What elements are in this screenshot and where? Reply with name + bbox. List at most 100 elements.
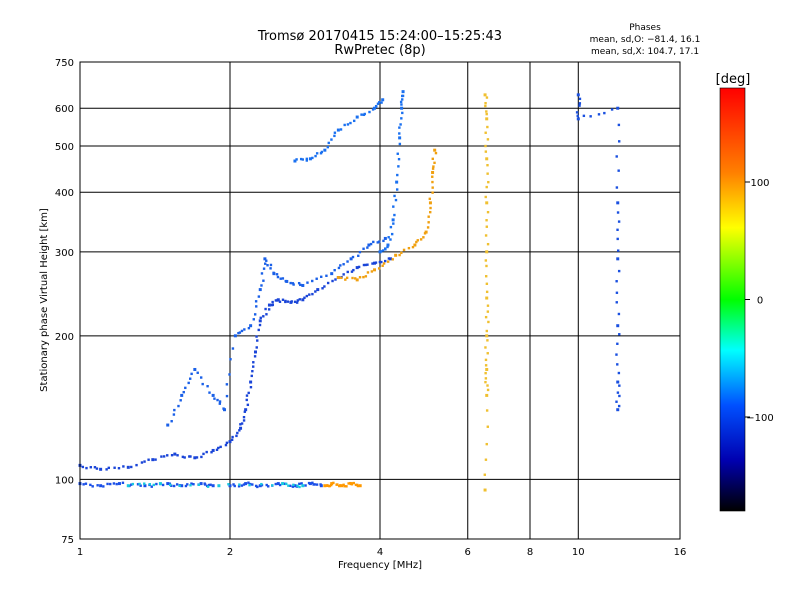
data-point — [428, 201, 432, 205]
data-point — [485, 264, 488, 268]
data-point — [333, 131, 337, 134]
data-point — [332, 481, 335, 485]
title-line1: Tromsø 20170415 15:24:00–15:25:43 — [257, 29, 502, 44]
data-point — [169, 483, 172, 487]
data-point — [366, 246, 369, 249]
data-point — [205, 450, 208, 454]
data-point — [486, 388, 490, 392]
data-point — [394, 198, 398, 202]
data-point — [431, 167, 435, 170]
data-point — [616, 211, 620, 214]
data-point — [379, 250, 383, 253]
data-point — [485, 296, 489, 300]
data-point — [223, 408, 227, 412]
data-point — [320, 275, 323, 278]
data-point — [190, 372, 193, 376]
series-o-mode-f2-trace — [378, 90, 405, 254]
data-point — [616, 408, 620, 412]
data-point — [308, 482, 312, 486]
colorbar-tick-label: 100 — [750, 178, 769, 189]
data-point — [311, 292, 314, 296]
data-point — [398, 126, 401, 129]
data-point — [207, 483, 211, 487]
data-point — [330, 482, 334, 486]
phases-header: Phases — [629, 23, 661, 33]
data-point — [615, 291, 619, 294]
data-point — [485, 409, 489, 412]
data-point — [382, 239, 385, 243]
data-point — [242, 419, 246, 422]
data-point — [486, 138, 490, 141]
data-point — [293, 300, 297, 304]
data-point — [323, 285, 326, 288]
data-point — [248, 483, 251, 487]
data-point — [258, 288, 262, 292]
data-point — [486, 172, 489, 175]
data-point — [192, 483, 195, 486]
data-point — [393, 213, 396, 217]
data-point — [82, 483, 85, 486]
data-point — [293, 159, 297, 163]
data-point — [113, 466, 116, 469]
data-point — [265, 259, 268, 262]
data-point — [216, 398, 219, 402]
series-interference-near-6-5-mhz — [483, 93, 490, 492]
data-point — [484, 358, 488, 362]
data-point — [252, 361, 255, 364]
data-point — [389, 257, 393, 261]
data-point — [377, 240, 381, 243]
colorbar-label: [deg] — [716, 72, 751, 87]
data-point — [257, 295, 261, 298]
data-point — [228, 373, 231, 376]
data-point — [486, 304, 490, 307]
data-point — [485, 282, 489, 285]
data-point — [376, 102, 380, 105]
data-point — [485, 96, 489, 99]
data-point — [267, 308, 271, 311]
data-point — [284, 299, 287, 303]
data-point — [239, 426, 243, 430]
data-point — [203, 483, 207, 486]
data-point — [201, 382, 204, 386]
data-point — [355, 266, 359, 270]
data-point — [617, 312, 621, 316]
data-point — [357, 265, 361, 269]
data-point — [107, 466, 111, 470]
data-point — [484, 104, 487, 108]
data-point — [575, 111, 579, 114]
data-point — [93, 466, 97, 469]
colorbar-tick-label: 0 — [757, 296, 763, 307]
data-point — [358, 276, 362, 279]
data-point — [170, 453, 174, 457]
colorbar-ticks: 100 0 −100 — [745, 178, 774, 424]
data-point — [269, 267, 272, 270]
data-point — [109, 482, 112, 486]
data-point — [206, 385, 209, 388]
data-point — [301, 283, 305, 287]
data-point — [231, 347, 235, 350]
x-tick-label: 2 — [227, 547, 233, 558]
data-point — [370, 270, 374, 273]
data-point — [350, 270, 354, 273]
data-point — [486, 425, 490, 428]
data-point — [151, 458, 155, 462]
data-point — [143, 484, 147, 488]
data-point — [415, 240, 418, 244]
data-point — [407, 246, 411, 250]
data-point — [369, 242, 373, 246]
data-point — [485, 117, 489, 121]
data-point — [336, 128, 340, 132]
data-point — [143, 460, 146, 463]
data-point — [358, 484, 362, 488]
data-point — [278, 483, 282, 487]
x-tick-label: 1 — [77, 547, 83, 558]
x-axis-label: Frequency [MHz] — [338, 560, 422, 571]
data-point — [363, 112, 366, 116]
data-point — [578, 102, 582, 105]
data-point — [299, 283, 302, 287]
data-point — [346, 260, 349, 263]
data-point — [387, 236, 390, 239]
data-point — [121, 481, 125, 484]
data-point — [396, 152, 399, 155]
data-point — [296, 484, 299, 487]
